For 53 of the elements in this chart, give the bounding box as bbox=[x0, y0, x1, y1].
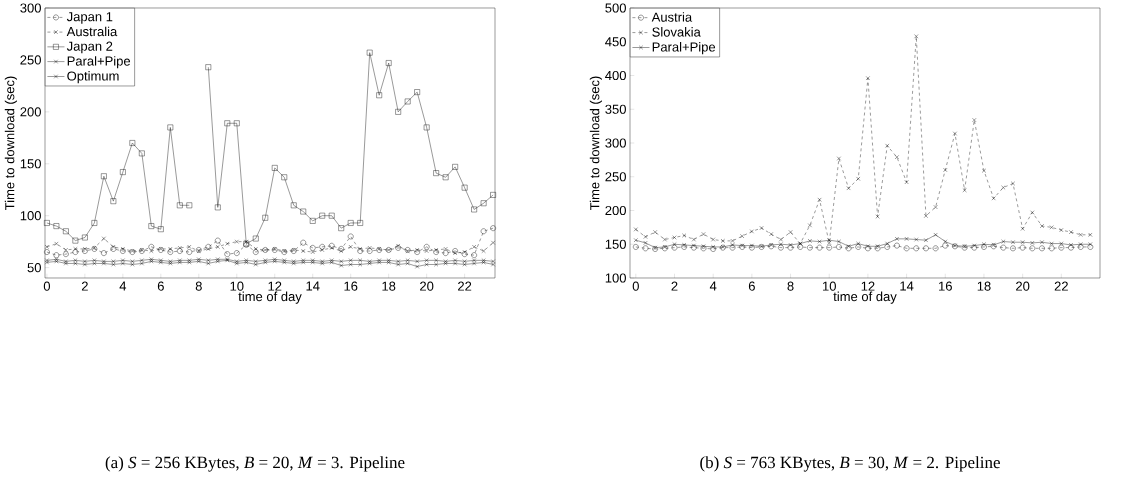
x-axis-title: time of day bbox=[238, 291, 302, 304]
y-tick-label: 100 bbox=[605, 273, 626, 283]
x-tick-label: 16 bbox=[344, 281, 358, 291]
y-tick-label: 500 bbox=[605, 3, 626, 13]
x-tick-label: 22 bbox=[458, 281, 472, 291]
y-tick-label: 150 bbox=[20, 159, 41, 169]
legend-label: Australia bbox=[66, 26, 118, 37]
x-tick-label: 20 bbox=[1016, 281, 1030, 291]
x-tick-label: 8 bbox=[787, 281, 794, 291]
y-tick-label: 250 bbox=[20, 55, 41, 65]
text: (a) S = 256 KBytes, B = 20, M = 3. Pipeline bbox=[105, 456, 405, 472]
x-tick-label: 0 bbox=[632, 281, 639, 291]
x-tick-label: 0 bbox=[43, 281, 51, 291]
y-tick-label: 450 bbox=[605, 37, 626, 47]
y-tick-label: 150 bbox=[605, 239, 626, 249]
x-tick-label: 10 bbox=[822, 281, 836, 291]
x-tick-label: 18 bbox=[977, 281, 991, 291]
x-tick-label: 12 bbox=[861, 281, 875, 291]
legend-label: Japan 2 bbox=[66, 41, 113, 54]
x-tick-label: 14 bbox=[306, 281, 320, 291]
x-tick-label: 2 bbox=[671, 281, 678, 291]
x-tick-label: 10 bbox=[230, 281, 244, 291]
x-tick-label: 14 bbox=[900, 281, 914, 291]
x-tick-label: 4 bbox=[709, 281, 717, 291]
legend-label: Paral+Pipe bbox=[67, 56, 131, 69]
x-tick-label: 2 bbox=[81, 281, 88, 291]
x-tick-label: 22 bbox=[1054, 281, 1068, 291]
x-tick-label: 18 bbox=[382, 281, 396, 291]
x-tick-label: 12 bbox=[268, 281, 282, 291]
text: (b) S = 763 KBytes, B = 30, M = 2. Pipeline bbox=[700, 456, 1000, 472]
y-tick-label: 300 bbox=[605, 138, 626, 148]
y-tick-label: 50 bbox=[27, 263, 41, 273]
y-tick-label: 200 bbox=[605, 205, 626, 216]
legend-label: Optimum bbox=[67, 71, 119, 84]
legend-label: Paral+Pipe bbox=[652, 42, 716, 55]
y-tick-label: 350 bbox=[605, 104, 626, 114]
x-tick-label: 20 bbox=[420, 281, 434, 291]
y-tick-label: 250 bbox=[605, 172, 626, 182]
x-tick-label: 6 bbox=[748, 281, 755, 291]
x-tick-label: 4 bbox=[119, 281, 127, 291]
y-axis-title: Time to download (sec) bbox=[589, 76, 602, 211]
legend-label: Austria bbox=[651, 12, 693, 22]
legend-label: Japan 1 bbox=[66, 12, 113, 24]
y-tick-label: 400 bbox=[605, 70, 626, 81]
y-tick-label: 200 bbox=[20, 107, 41, 117]
y-axis-title: Time to download (sec) bbox=[4, 76, 17, 211]
y-tick-label: 300 bbox=[20, 3, 41, 13]
x-tick-label: 6 bbox=[157, 281, 164, 291]
x-axis-title: time of day bbox=[833, 291, 897, 304]
y-tick-label: 100 bbox=[20, 211, 41, 221]
x-tick-label: 8 bbox=[195, 281, 202, 291]
x-tick-label: 16 bbox=[939, 281, 952, 291]
legend-label: Slovakia bbox=[652, 27, 701, 37]
